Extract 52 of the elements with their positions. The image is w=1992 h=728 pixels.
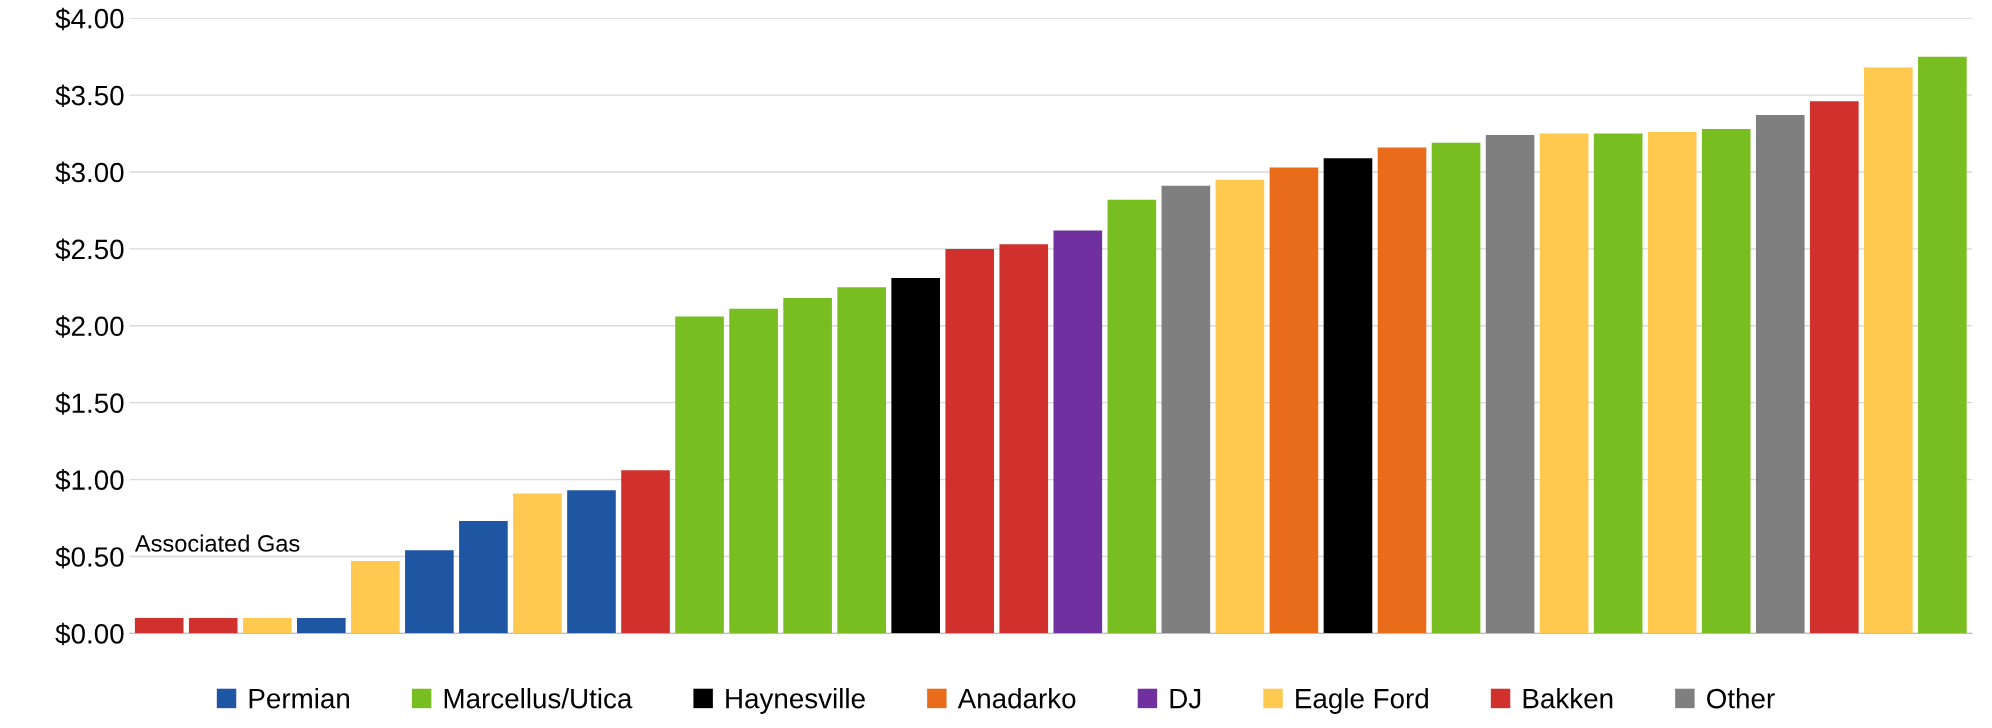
bar [1215,179,1265,634]
annotation: Associated Gas [134,534,300,552]
bar [1269,167,1319,634]
bar [891,278,941,634]
bar [296,617,346,634]
bar [1323,158,1373,634]
legend-label: Haynesville [726,688,865,714]
bar [999,244,1049,634]
bar [1755,115,1805,634]
bar [729,308,778,634]
bar [1809,101,1859,634]
legend-label: Other [1707,688,1775,709]
bar [1864,67,1913,634]
bar [1431,142,1481,634]
bar [405,550,454,634]
legend-label: Anadarko [957,688,1076,709]
y-tick-label: $1.00 [55,469,124,492]
bar [1701,128,1751,634]
bar [1377,147,1427,634]
y-tick-label: $0.50 [55,545,124,569]
y-tick-label: $2.50 [55,238,124,261]
bar [351,561,400,634]
bar [567,490,616,634]
bar [837,287,886,634]
bar [1647,132,1697,634]
y-tick-label: $1.50 [55,392,124,415]
bar [459,521,508,634]
bar [1053,230,1103,634]
bar [621,470,670,634]
legend-label: Eagle Ford [1296,688,1428,714]
legend-label: DJ [1170,689,1201,709]
bar [1918,56,1967,634]
y-tick-label: $2.00 [55,315,124,338]
legend-label: Permian [249,688,349,709]
legend-label: Bakken [1523,688,1613,709]
bar [513,493,562,634]
bar [1107,199,1157,634]
bar [242,617,292,634]
bar [675,316,724,634]
bar [188,617,238,634]
y-tick-label: $3.50 [55,84,124,108]
y-tick-label: $0.00 [55,622,124,646]
bar [1485,135,1535,634]
y-tick-label: $3.00 [55,161,124,184]
legend-label: Marcellus/Utica [444,688,633,709]
bar [134,617,184,634]
bar [1539,133,1589,634]
bar [783,298,832,634]
y-tick-label: $4.00 [55,7,124,31]
bar [1161,185,1211,634]
bar [945,248,995,634]
bar [1593,133,1643,634]
